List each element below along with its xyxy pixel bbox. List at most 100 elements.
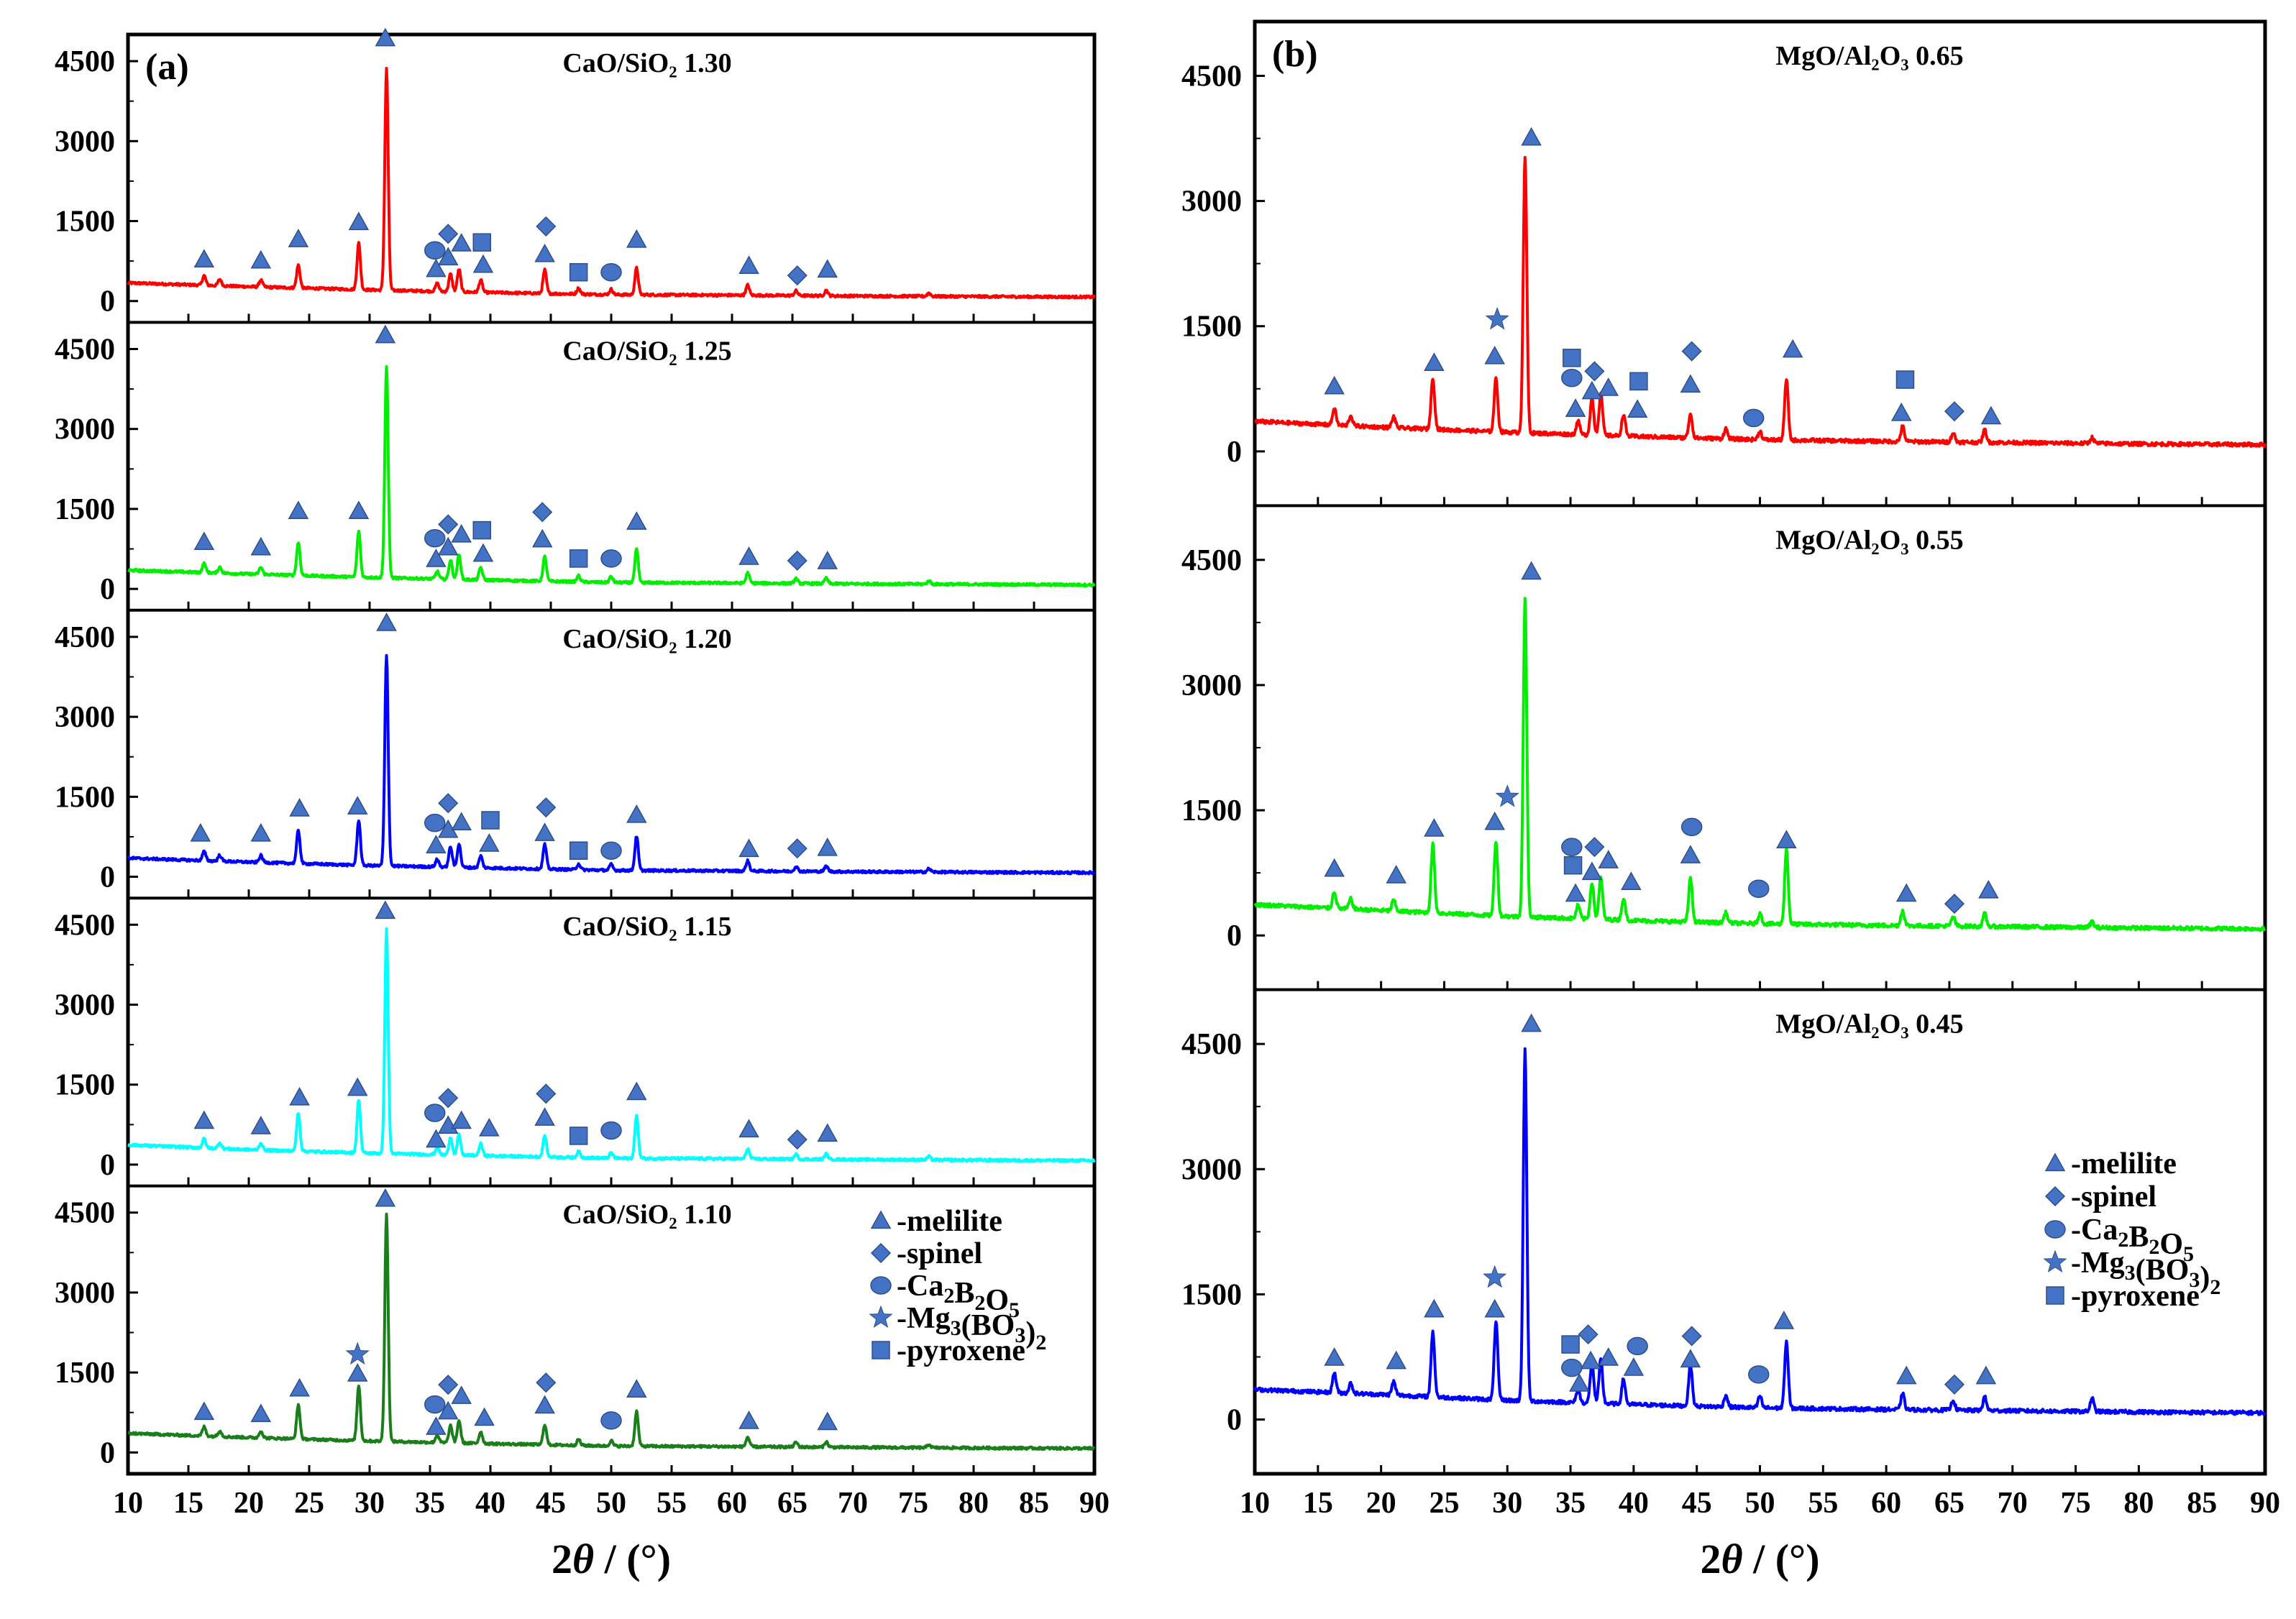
melilite-marker xyxy=(250,1116,272,1134)
melilite-marker xyxy=(1521,1013,1542,1032)
x-tick-label: 55 xyxy=(1808,1487,1838,1520)
pyroxene-marker xyxy=(472,520,491,540)
ca2b2o5-marker xyxy=(1627,1336,1648,1356)
melilite-marker xyxy=(288,500,309,520)
melilite-marker xyxy=(348,211,370,231)
x-tick-label: 75 xyxy=(898,1487,928,1520)
spinel-marker xyxy=(1944,1374,1965,1395)
subplot-4: 0 1500 3000 4500 CaO/SiO₂ 1.15 xyxy=(55,896,1096,1186)
y-tick-label: 1500 xyxy=(55,781,115,814)
x-tick-label: 50 xyxy=(596,1487,626,1520)
spinel-marker xyxy=(438,1375,459,1395)
legend-label: -Mg3(BO3)2 xyxy=(897,1302,1046,1354)
melilite-marker xyxy=(1324,858,1345,877)
legend-label: -melilite xyxy=(2071,1147,2177,1180)
pyroxene-marker xyxy=(472,233,491,252)
pyroxene-marker xyxy=(569,841,588,860)
y-tick-label: 1500 xyxy=(1181,1278,1242,1311)
melilite-marker xyxy=(426,549,447,567)
pyroxene-marker xyxy=(1563,856,1583,875)
x-tick-label: 45 xyxy=(536,1487,566,1520)
y-tick-label: 0 xyxy=(100,1149,115,1182)
series-title: MgO/Al₂O₃ 0.65 xyxy=(1775,41,1963,71)
spinel-marker xyxy=(1681,341,1702,362)
melilite-marker xyxy=(738,1411,759,1429)
melilite-marker xyxy=(626,229,647,248)
pyroxene-marker xyxy=(1895,370,1915,389)
y-tick-label: 0 xyxy=(1227,1404,1242,1437)
x-tick-label: 10 xyxy=(1240,1487,1270,1520)
subplot-5: 0 1500 3000 4500 CaO/SiO₂ 1.10 xyxy=(55,1184,1096,1474)
y-tick-label: 3000 xyxy=(55,413,115,446)
x-tick-label: 25 xyxy=(1429,1487,1459,1520)
x-tick-label: 40 xyxy=(475,1487,506,1520)
melilite-marker xyxy=(1680,374,1701,393)
melilite-marker xyxy=(426,835,447,853)
melilite-marker xyxy=(193,1401,215,1421)
melilite-marker xyxy=(817,1123,838,1142)
legend-label: -Ca2B2O5 xyxy=(2071,1214,2194,1266)
mg3bo32-marker xyxy=(869,1305,893,1329)
x-tick-label: 90 xyxy=(2250,1487,2280,1520)
x-tick-label: 30 xyxy=(355,1487,385,1520)
melilite-marker xyxy=(817,1411,838,1431)
y-tick-label: 4500 xyxy=(1181,1028,1242,1061)
melilite-marker xyxy=(426,1129,447,1148)
melilite-marker xyxy=(1598,1347,1619,1366)
mg3bo32-marker xyxy=(345,1341,370,1365)
subplot-1: 0 1500 3000 4500 MgO/Al₂O₃ 0.65 xyxy=(1181,41,2267,506)
legend-label: -spinel xyxy=(897,1237,982,1270)
subplot-2: 0 1500 3000 4500 CaO/SiO₂ 1.25 xyxy=(55,321,1096,610)
melilite-marker xyxy=(1324,1347,1345,1366)
spinel-marker xyxy=(532,502,553,523)
pyroxene-marker xyxy=(569,262,588,282)
melilite-marker xyxy=(347,1363,368,1382)
melilite-marker xyxy=(534,1395,555,1414)
melilite-marker xyxy=(1581,380,1603,400)
melilite-marker xyxy=(479,833,500,852)
x-tick-label: 70 xyxy=(838,1487,868,1520)
melilite-marker xyxy=(193,249,215,268)
melilite-marker xyxy=(870,1210,892,1229)
melilite-marker xyxy=(738,255,759,274)
melilite-marker xyxy=(426,1416,447,1435)
y-tick-label: 3000 xyxy=(1181,669,1242,702)
melilite-marker xyxy=(190,822,211,842)
x-tick-label: 30 xyxy=(1492,1487,1522,1520)
melilite-marker xyxy=(1623,1357,1645,1376)
melilite-marker xyxy=(1580,1350,1601,1370)
melilite-marker xyxy=(1680,1349,1701,1368)
legend-label: -Ca2B2O5 xyxy=(897,1270,1020,1322)
spectrum-line xyxy=(127,653,1096,876)
x-tick-label: 50 xyxy=(1745,1487,1775,1520)
melilite-marker xyxy=(193,1110,215,1129)
melilite-marker xyxy=(288,229,309,247)
y-tick-label: 4500 xyxy=(55,333,115,366)
melilite-marker xyxy=(1782,339,1803,358)
legend-label: -Mg3(BO3)2 xyxy=(2071,1247,2220,1299)
legend-label: -pyroxene xyxy=(897,1334,1025,1367)
melilite-marker xyxy=(451,812,472,831)
melilite-marker xyxy=(437,1400,459,1420)
pyroxene-marker xyxy=(1561,1335,1580,1354)
series-title: CaO/SiO₂ 1.30 xyxy=(562,48,731,78)
spinel-marker xyxy=(1944,401,1965,422)
melilite-marker xyxy=(474,1407,495,1426)
series-title: CaO/SiO₂ 1.15 xyxy=(562,912,731,942)
melilite-marker xyxy=(738,546,759,565)
melilite-marker xyxy=(1581,861,1603,881)
x-tick-label: 90 xyxy=(1079,1487,1110,1520)
melilite-marker xyxy=(534,1107,555,1126)
ca2b2o5-marker xyxy=(424,1104,446,1122)
y-tick-label: 0 xyxy=(100,285,115,318)
ca2b2o5-marker xyxy=(1561,1358,1583,1377)
melilite-marker xyxy=(250,1403,272,1423)
series-title: MgO/Al₂O₃ 0.55 xyxy=(1775,525,1963,555)
subplot-2: 0 1500 3000 4500 MgO/Al₂O₃ 0.55 xyxy=(1181,504,2267,990)
spinel-marker xyxy=(536,1083,557,1104)
legend: -melilite-spinel-Ca2B2O5-Mg3(BO3)2-pyrox… xyxy=(2043,1147,2220,1313)
legend-label: -melilite xyxy=(897,1205,1002,1238)
y-tick-label: 4500 xyxy=(55,1197,115,1230)
